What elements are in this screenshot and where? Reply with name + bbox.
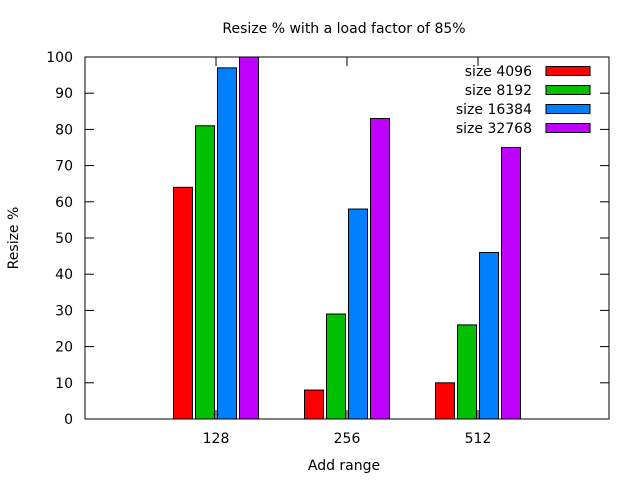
bar-size-8192-128 [195, 125, 215, 420]
bar-size-32768-512 [501, 147, 521, 420]
legend-swatch [545, 123, 591, 133]
bar-size-16384-512 [479, 251, 499, 420]
y-tick-label: 60 [55, 195, 73, 211]
bar-size-32768-128 [239, 56, 259, 420]
legend-swatch [545, 85, 591, 95]
y-tick-label: 90 [55, 86, 73, 102]
legend-label: size 32768 [456, 121, 532, 137]
y-tick-label: 20 [55, 340, 73, 356]
x-axis-label: Add range [308, 458, 380, 474]
plot-area: 0 10 20 30 40 50 60 70 80 90 100 128 256 512 [46, 50, 610, 447]
y-tick-label: 100 [46, 50, 73, 66]
legend-label: size 8192 [465, 83, 532, 99]
bar-size-4096-512 [435, 382, 455, 420]
bar-size-8192-256 [326, 313, 346, 420]
y-tick-label: 50 [55, 231, 73, 247]
bar-size-32768-256 [370, 118, 390, 420]
legend-swatch [545, 104, 591, 114]
legend-label: size 4096 [465, 64, 532, 80]
x-tick-label: 256 [334, 431, 361, 447]
chart-title: Resize % with a load factor of 85% [222, 21, 465, 37]
y-tick-label: 30 [55, 303, 73, 319]
y-tick-label: 40 [55, 267, 73, 283]
y-tick-label: 0 [64, 412, 73, 428]
legend-label: size 16384 [456, 102, 532, 118]
y-tick-label: 80 [55, 122, 73, 138]
x-tick-label: 128 [203, 431, 230, 447]
y-axis-label: Resize % [6, 207, 22, 270]
x-tick-label: 512 [465, 431, 492, 447]
bar-size-8192-512 [457, 324, 477, 420]
legend-swatch [545, 66, 591, 76]
bar-size-16384-256 [348, 208, 368, 420]
bar-size-4096-256 [304, 389, 324, 420]
bar-size-4096-128 [173, 186, 193, 420]
legend: size 4096 size 8192 size 16384 size 32768 [456, 64, 591, 137]
y-tick-label: 10 [55, 376, 73, 392]
plot-frame [84, 56, 610, 420]
bar-size-16384-128 [217, 67, 237, 420]
y-tick-label: 70 [55, 159, 73, 175]
